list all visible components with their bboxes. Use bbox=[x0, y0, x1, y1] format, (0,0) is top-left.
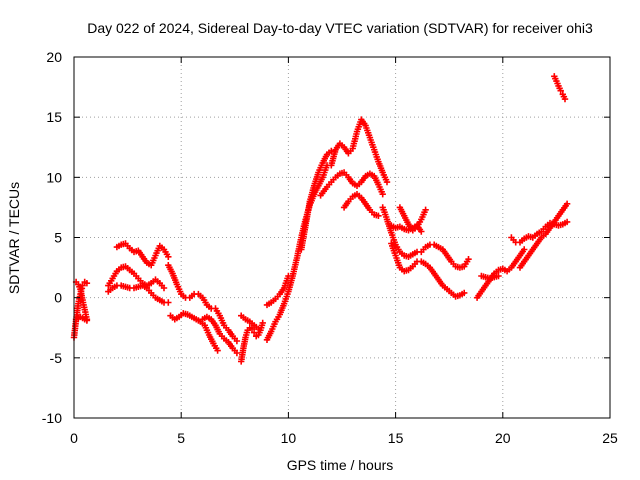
data-point bbox=[465, 256, 472, 263]
series-arc-13 bbox=[263, 272, 292, 309]
series-arc-14 bbox=[298, 147, 335, 253]
series-arc-17 bbox=[340, 191, 382, 219]
series-arc-10 bbox=[238, 319, 266, 365]
data-point bbox=[83, 280, 91, 287]
series-arc-16 bbox=[328, 116, 391, 186]
data-point bbox=[83, 317, 91, 324]
data-point bbox=[461, 289, 468, 297]
data-point bbox=[160, 284, 168, 292]
data-point bbox=[563, 218, 571, 226]
data-point bbox=[521, 246, 528, 253]
x-tick-label: 0 bbox=[70, 430, 78, 446]
series-arc-22 bbox=[473, 246, 528, 301]
y-tick-labels: -10 -5 0 5 10 15 20 bbox=[42, 49, 62, 426]
data-point bbox=[255, 325, 262, 333]
series-arc-25 bbox=[516, 200, 571, 271]
series-arc-06 bbox=[113, 240, 172, 269]
data-point bbox=[557, 87, 564, 94]
data-point bbox=[563, 200, 571, 207]
data-point bbox=[233, 337, 241, 345]
x-tick-label: 5 bbox=[177, 430, 185, 446]
data-point bbox=[561, 95, 569, 103]
data-point bbox=[248, 325, 256, 333]
series-arc-21 bbox=[396, 204, 429, 234]
data-point bbox=[422, 206, 429, 213]
data-point bbox=[375, 212, 382, 219]
y-tick-label: -5 bbox=[50, 350, 63, 366]
series-arc-08 bbox=[167, 310, 221, 354]
series-arc-19 bbox=[388, 240, 468, 300]
y-tick-label: 5 bbox=[54, 230, 62, 246]
data-point bbox=[165, 299, 172, 306]
chart-title: Day 022 of 2024, Sidereal Day-to-day VTE… bbox=[87, 20, 593, 36]
data-points bbox=[70, 73, 571, 365]
axis-ticks bbox=[73, 56, 611, 419]
series-arc-09 bbox=[199, 313, 241, 357]
data-point bbox=[79, 282, 86, 289]
series-arc-07 bbox=[165, 262, 241, 345]
data-point bbox=[233, 349, 241, 357]
data-point bbox=[250, 329, 258, 336]
series-arc-23 bbox=[478, 272, 502, 282]
x-tick-label: 20 bbox=[495, 430, 511, 446]
series-arc-12 bbox=[263, 162, 331, 343]
y-axis-label: SDTVAR / TECUs bbox=[6, 182, 22, 294]
data-point bbox=[328, 147, 335, 155]
x-tick-label: 10 bbox=[281, 430, 297, 446]
series-arc-26 bbox=[551, 73, 569, 103]
series-arc-05 bbox=[105, 282, 172, 306]
y-tick-label: 15 bbox=[46, 109, 62, 125]
data-point bbox=[165, 253, 172, 260]
y-tick-label: 20 bbox=[46, 49, 62, 65]
x-tick-label: 15 bbox=[388, 430, 404, 446]
series-arc-11 bbox=[238, 312, 262, 333]
data-point bbox=[285, 272, 292, 280]
data-point bbox=[383, 178, 391, 186]
y-tick-label: 10 bbox=[46, 169, 62, 185]
series-arc-03 bbox=[72, 313, 91, 324]
y-tick-label: -10 bbox=[42, 410, 62, 426]
data-point bbox=[495, 272, 502, 280]
x-axis-label: GPS time / hours bbox=[287, 457, 394, 473]
data-point bbox=[379, 191, 386, 198]
x-tick-label: 25 bbox=[602, 430, 618, 446]
y-tick-label: 0 bbox=[54, 290, 62, 306]
series-arc-15 bbox=[317, 169, 386, 199]
x-tick-labels: 0 5 10 15 20 25 bbox=[70, 430, 618, 446]
data-point bbox=[214, 347, 221, 354]
data-point bbox=[418, 228, 425, 235]
data-point bbox=[259, 319, 266, 327]
